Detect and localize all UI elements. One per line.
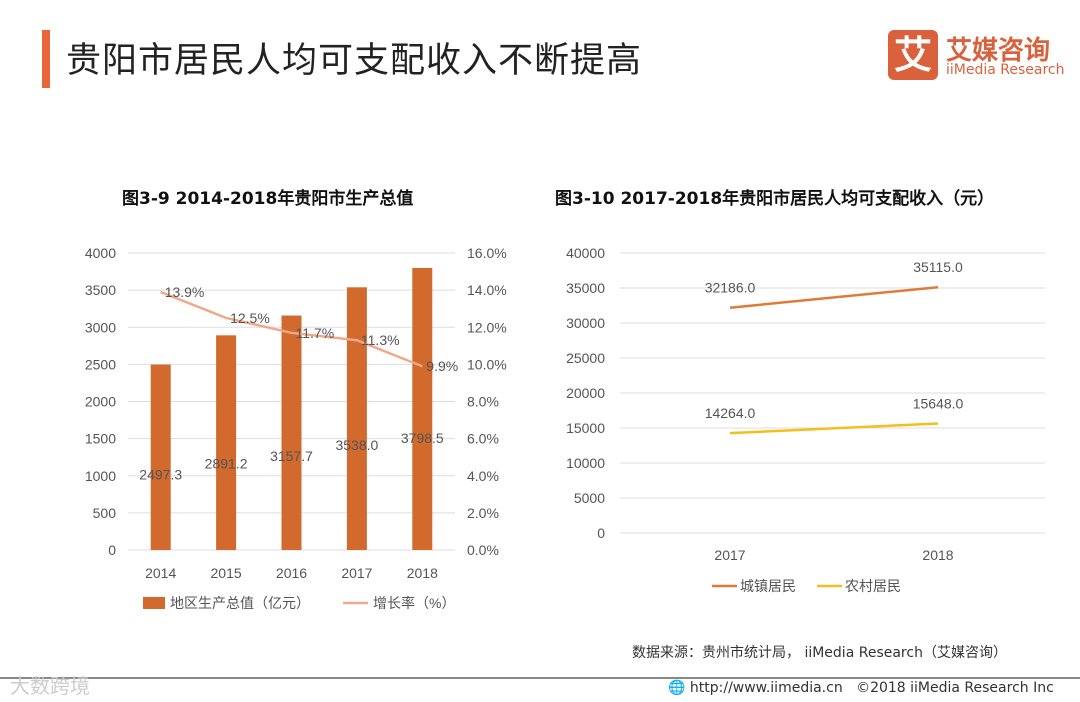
data-label: 32186.0 xyxy=(705,280,756,296)
y2-tick-label: 8.0% xyxy=(467,394,499,410)
x-tick-label: 2018 xyxy=(922,547,953,563)
line-label: 9.9% xyxy=(426,358,458,374)
bar xyxy=(412,267,433,550)
line-label: 13.9% xyxy=(165,284,205,300)
x-tick-label: 2014 xyxy=(145,565,176,581)
series-line xyxy=(729,422,939,435)
y-tick-label: 3000 xyxy=(85,319,116,335)
footer: 🌐 http://www.iimedia.cn ©2018 iiMedia Re… xyxy=(668,680,1054,696)
y-tick-label: 0 xyxy=(597,525,605,541)
bar xyxy=(281,315,302,550)
y-tick-label: 2000 xyxy=(85,394,116,410)
x-tick-label: 2015 xyxy=(211,565,242,581)
y-tick-label: 1500 xyxy=(85,431,116,447)
title-accent-bar xyxy=(42,30,50,88)
y2-tick-label: 2.0% xyxy=(467,505,499,521)
logo-cn: 艾媒咨询 xyxy=(946,36,1051,66)
y2-tick-label: 6.0% xyxy=(467,431,499,447)
logo-mark: 艾 xyxy=(888,30,938,80)
line-label: 11.7% xyxy=(296,325,335,341)
bar xyxy=(216,335,237,550)
line-label: 11.3% xyxy=(361,332,400,348)
x-tick-label: 2017 xyxy=(714,547,745,563)
footer-divider xyxy=(0,677,1080,679)
y-tick-label: 2500 xyxy=(85,356,116,372)
series-line xyxy=(729,285,939,309)
y-tick-label: 3500 xyxy=(85,282,116,298)
legend-label: 城镇居民 xyxy=(740,578,796,594)
y-tick-label: 4000 xyxy=(85,245,116,261)
legend-label: 增长率（%） xyxy=(373,595,455,611)
y-tick-label: 10000 xyxy=(566,455,605,471)
chart1-title: 图3-9 2014-2018年贵阳市生产总值 xyxy=(122,189,414,209)
bar-label: 2497.3 xyxy=(139,467,182,483)
y-tick-label: 5000 xyxy=(574,490,605,506)
bar-label: 3157.7 xyxy=(270,448,313,464)
y-tick-label: 30000 xyxy=(566,315,605,331)
watermark: 大数跨境 xyxy=(10,674,90,698)
growth-line xyxy=(160,290,423,368)
y2-tick-label: 0.0% xyxy=(467,542,499,558)
y-tick-label: 15000 xyxy=(566,420,605,436)
legend-swatch-bar xyxy=(143,597,165,609)
bar xyxy=(346,287,367,550)
data-source: 数据来源：贵州市统计局， iiMedia Research（艾媒咨询） xyxy=(632,645,1007,661)
y-tick-label: 500 xyxy=(93,505,117,521)
y-tick-label: 40000 xyxy=(566,245,605,261)
page-title: 贵阳市居民人均可支配收入不断提高 xyxy=(66,41,643,81)
website-link[interactable]: http://www.iimedia.cn xyxy=(689,680,843,696)
data-label: 15648.0 xyxy=(913,395,964,411)
logo-en: iiMedia Research xyxy=(946,62,1065,78)
x-tick-label: 2017 xyxy=(341,565,372,581)
legend-label: 农村居民 xyxy=(845,578,901,594)
globe-icon: 🌐 xyxy=(668,680,686,696)
bar-label: 3798.5 xyxy=(401,430,444,446)
copyright: ©2018 iiMedia Research Inc xyxy=(856,680,1054,696)
y2-tick-label: 16.0% xyxy=(467,245,507,261)
y-tick-label: 0 xyxy=(108,542,116,558)
y-tick-label: 35000 xyxy=(566,280,605,296)
bar-label: 2891.2 xyxy=(205,455,248,471)
line-label: 12.5% xyxy=(230,310,270,326)
y2-tick-label: 14.0% xyxy=(467,282,507,298)
y-tick-label: 20000 xyxy=(566,385,605,401)
data-label: 35115.0 xyxy=(913,259,963,275)
legend-label: 地区生产总值（亿元） xyxy=(170,595,310,611)
y2-tick-label: 4.0% xyxy=(467,468,499,484)
y2-tick-label: 12.0% xyxy=(467,319,507,335)
bar xyxy=(150,364,171,550)
x-tick-label: 2018 xyxy=(407,565,438,581)
data-label: 14264.0 xyxy=(705,405,756,421)
y2-tick-label: 10.0% xyxy=(467,356,507,372)
x-tick-label: 2016 xyxy=(276,565,307,581)
y-tick-label: 25000 xyxy=(566,350,605,366)
y-tick-label: 1000 xyxy=(85,468,116,484)
chart2-title: 图3-10 2017-2018年贵阳市居民人均可支配收入（元） xyxy=(555,189,995,209)
bar-label: 3538.0 xyxy=(335,437,378,453)
